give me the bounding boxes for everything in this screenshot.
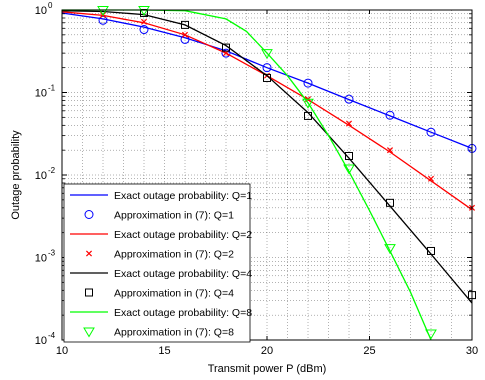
y-tick-label: 10	[35, 170, 47, 182]
legend-swatch	[84, 210, 94, 219]
data-point	[344, 94, 354, 104]
legend-swatch	[83, 327, 95, 338]
series-6	[140, 8, 476, 300]
series-layer	[61, 6, 477, 341]
data-point	[343, 164, 355, 175]
data-point	[222, 43, 230, 52]
legend-label: Approximation in (7): Q=8	[114, 327, 234, 339]
legend-item: Exact outage probability: Q=4	[70, 268, 252, 280]
series-5	[61, 10, 473, 304]
y-tick-exponent: -2	[48, 166, 56, 175]
data-point	[345, 120, 353, 127]
legend-label: Exact outage probability: Q=1	[114, 190, 252, 202]
legend-item: Approximation in (7): Q=8	[83, 327, 234, 339]
y-tick-exponent: 0	[48, 1, 53, 10]
data-point	[140, 18, 148, 25]
legend-box	[63, 183, 251, 343]
data-point	[303, 78, 313, 88]
data-point	[98, 15, 108, 25]
data-point	[221, 48, 231, 58]
x-tick-label: 15	[158, 345, 170, 357]
legend-label: Approximation in (7): Q=4	[114, 288, 234, 300]
legend-swatch	[85, 250, 93, 257]
data-point	[386, 147, 394, 154]
legend-item: Approximation in (7): Q=2	[85, 249, 234, 261]
x-tick-label: 25	[363, 345, 375, 357]
data-point	[386, 198, 394, 207]
legend-item: Exact outage probability: Q=2	[70, 229, 252, 241]
x-tick-label: 20	[261, 345, 273, 357]
series-line	[61, 12, 473, 150]
y-tick-label: 10	[35, 88, 47, 100]
x-axis-label: Transmit power P (dBm)	[208, 363, 327, 375]
y-axis-label: Outage probability	[10, 130, 22, 220]
data-point	[384, 244, 396, 255]
y-tick-exponent: -4	[48, 331, 56, 340]
legend-label: Exact outage probability: Q=8	[114, 307, 252, 319]
data-point	[262, 63, 272, 73]
data-point	[425, 329, 437, 340]
data-point	[181, 31, 189, 38]
x-tick-label: 30	[466, 345, 478, 357]
y-tick-label: 10	[35, 335, 47, 347]
series-8	[97, 6, 437, 340]
data-point	[261, 49, 273, 60]
data-point	[302, 98, 314, 109]
data-point	[345, 151, 353, 160]
data-point	[263, 73, 271, 82]
y-tick-exponent: -3	[48, 249, 56, 258]
series-line	[61, 10, 473, 304]
legend: Exact outage probability: Q=1 Approximati…	[63, 183, 252, 343]
legend-label: Exact outage probability: Q=2	[114, 229, 252, 241]
data-point	[427, 175, 435, 182]
y-tick-exponent: -1	[48, 84, 56, 93]
y-tick-label: 10	[35, 253, 47, 265]
data-point	[138, 6, 150, 16]
legend-label: Exact outage probability: Q=4	[114, 268, 252, 280]
data-point	[97, 6, 109, 16]
legend-item: Approximation in (7): Q=4	[85, 288, 234, 300]
legend-item: Exact outage probability: Q=1	[70, 190, 252, 202]
legend-label: Approximation in (7): Q=2	[114, 249, 234, 261]
legend-label: Approximation in (7): Q=1	[114, 210, 234, 222]
series-1	[61, 12, 473, 150]
x-tick-label: 10	[56, 345, 68, 357]
legend-item: Approximation in (7): Q=1	[84, 210, 234, 222]
data-point	[427, 246, 435, 255]
data-point	[139, 25, 149, 35]
legend-swatch	[85, 288, 93, 297]
data-point	[304, 111, 312, 120]
data-point	[181, 20, 189, 29]
data-point	[426, 127, 436, 137]
legend-item: Exact outage probability: Q=8	[70, 307, 252, 319]
y-tick-label: 10	[35, 5, 47, 17]
data-point	[385, 110, 395, 120]
